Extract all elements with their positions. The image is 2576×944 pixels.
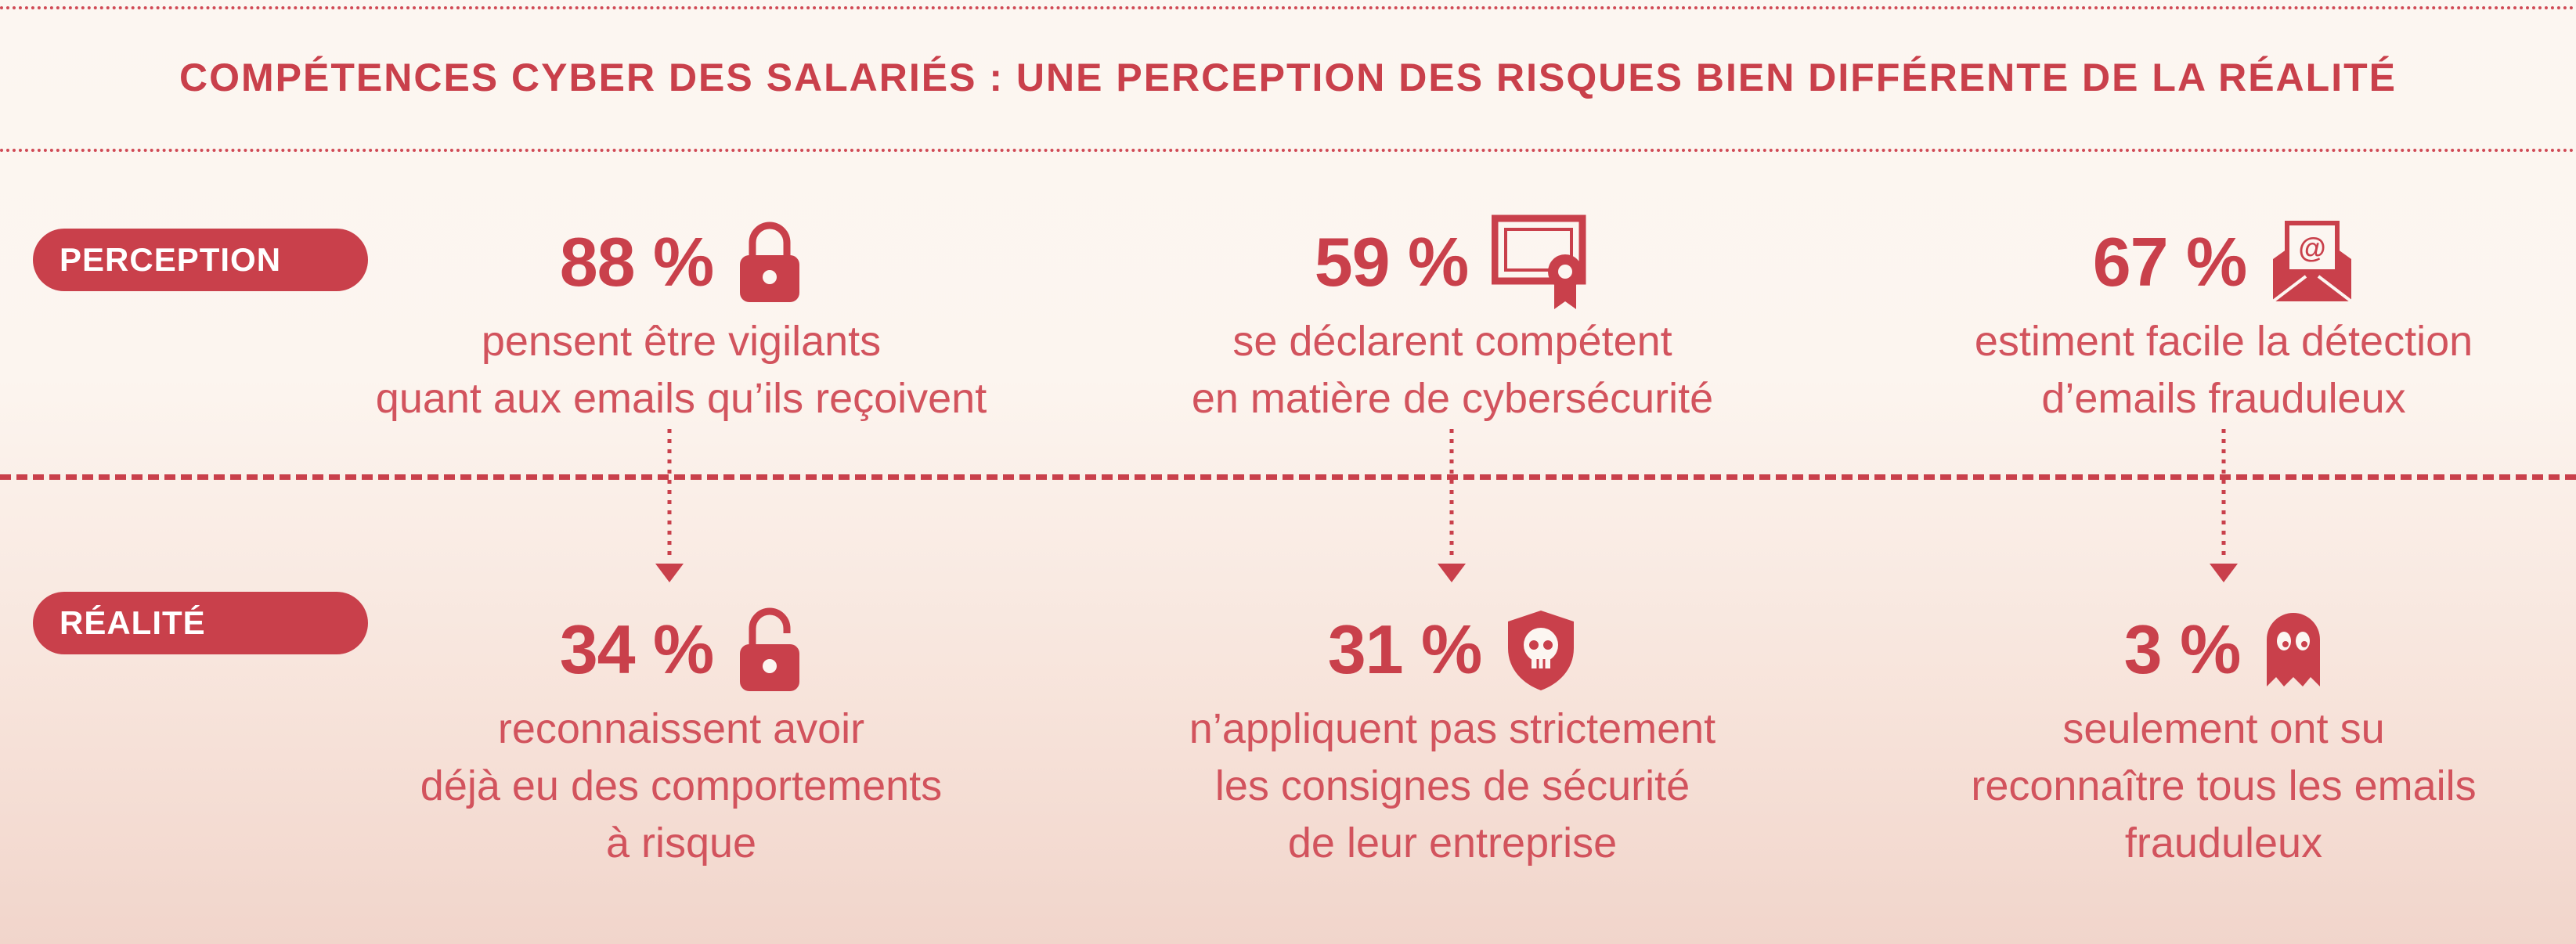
perception-label: PERCEPTION xyxy=(33,229,368,291)
stat-text-line: déjà eu des comportements xyxy=(420,762,943,809)
stat-text-line: en matière de cybersécurité xyxy=(1191,375,1714,422)
top-dotted-divider xyxy=(0,6,2576,9)
stat-text-line: d’emails frauduleux xyxy=(2041,375,2406,422)
ghost-icon xyxy=(2264,610,2323,690)
stat-text-line: les consignes de sécurité xyxy=(1214,762,1690,809)
realite-label: RÉALITÉ xyxy=(33,592,368,654)
stat-value: 34 % xyxy=(559,611,715,688)
stat-value: 67 % xyxy=(2092,223,2248,301)
perception-stat-1: 88 % pensent être vigilants quant aux em… xyxy=(360,211,1002,427)
stat-text-line: quant aux emails qu’ils reçoivent xyxy=(375,375,987,422)
dashed-separator xyxy=(0,474,2576,480)
stat-value: 59 % xyxy=(1314,223,1470,301)
stat-text-line: reconnaissent avoir xyxy=(497,705,865,752)
realite-stat-2: 31 % n’appliquent pas strictement les co… xyxy=(1131,599,1773,872)
page-title: COMPÉTENCES CYBER DES SALARIÉS : UNE PER… xyxy=(179,56,2397,99)
stat-text-line: n’appliquent pas strictement xyxy=(1189,705,1716,752)
skull-shield-icon xyxy=(1505,607,1577,692)
title-dotted-divider xyxy=(0,149,2576,152)
padlock-closed-icon xyxy=(737,219,803,305)
stat-text-line: se déclarent compétent xyxy=(1232,318,1672,365)
perception-stat-3: 67 % @ estiment facile la détection d’em… xyxy=(1903,211,2545,427)
svg-text:@: @ xyxy=(2299,232,2326,264)
arrow-down-icon xyxy=(1438,429,1466,582)
certificate-icon xyxy=(1492,214,1590,311)
stat-value: 31 % xyxy=(1327,611,1483,688)
arrow-down-icon xyxy=(2210,429,2238,582)
arrow-down-icon xyxy=(655,429,684,582)
stat-value: 88 % xyxy=(559,223,715,301)
stat-text-line: seulement ont su xyxy=(2062,705,2385,752)
padlock-open-icon xyxy=(737,605,803,694)
stat-text-line: à risque xyxy=(605,820,757,867)
stat-text-line: pensent être vigilants xyxy=(481,318,882,365)
realite-stat-1: 34 % reconnaissent avoir déjà eu des com… xyxy=(360,599,1002,872)
perception-stat-2: 59 % se déclarent compétent en matière d… xyxy=(1131,211,1773,427)
stat-text-line: de leur entreprise xyxy=(1287,820,1618,867)
stat-text-line: reconnaître tous les emails xyxy=(1971,762,2477,809)
email-envelope-icon: @ xyxy=(2270,220,2354,304)
realite-stat-3: 3 % seulement ont su reconnaître tous le… xyxy=(1903,599,2545,872)
stat-text-line: frauduleux xyxy=(2124,820,2323,867)
stat-text-line: estiment facile la détection xyxy=(1974,318,2473,365)
stat-value: 3 % xyxy=(2123,611,2242,688)
